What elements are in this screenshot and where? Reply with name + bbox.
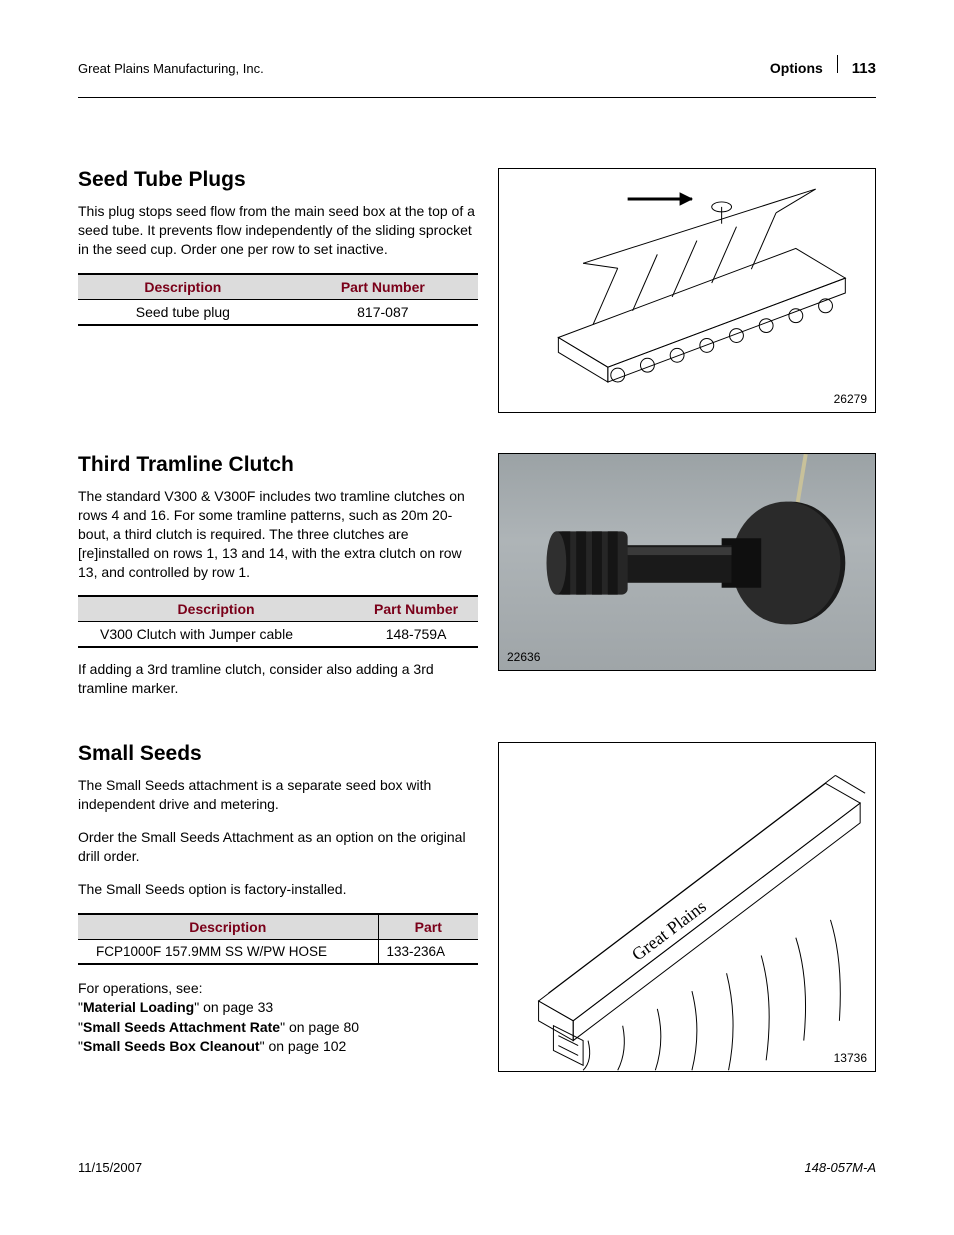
small-seeds-body1: The Small Seeds attachment is a separate… xyxy=(78,776,478,814)
table-cell-part: 817-087 xyxy=(288,299,478,325)
refs-intro: For operations, see: xyxy=(78,979,478,999)
tramline-note: If adding a 3rd tramline clutch, conside… xyxy=(78,660,478,698)
section-small-seeds: Small Seeds The Small Seeds attachment i… xyxy=(78,742,876,1072)
figure-tramline: 22636 xyxy=(498,453,876,671)
page-footer: 11/15/2007 148-057M-A xyxy=(78,1160,876,1175)
figure-id: 26279 xyxy=(834,392,867,406)
tramline-figure-column: 22636 xyxy=(498,453,876,712)
table-cell-desc: V300 Clutch with Jumper cable xyxy=(78,622,354,648)
seed-tube-text-column: Seed Tube Plugs This plug stops seed flo… xyxy=(78,168,478,413)
table-header-desc: Description xyxy=(78,914,378,940)
footer-doc-id: 148-057M-A xyxy=(804,1160,876,1175)
table-header-desc: Description xyxy=(78,274,288,300)
ref-line-1: "Material Loading" on page 33 xyxy=(78,998,478,1018)
ref-line-3: "Small Seeds Box Cleanout" on page 102 xyxy=(78,1037,478,1057)
figure-seed-tube: 26279 xyxy=(498,168,876,413)
seed-tube-illustration xyxy=(499,169,875,412)
small-seeds-body2: Order the Small Seeds Attachment as an o… xyxy=(78,828,478,866)
ref3-page: " on page 102 xyxy=(260,1038,347,1054)
table-header-part: Part Number xyxy=(354,596,478,622)
clutch-illustration xyxy=(499,454,875,670)
page: Great Plains Manufacturing, Inc. Options… xyxy=(0,0,954,1235)
tramline-body: The standard V300 & V300F includes two t… xyxy=(78,487,478,581)
header-right: Options 113 xyxy=(770,55,876,77)
company-name: Great Plains Manufacturing, Inc. xyxy=(78,61,264,76)
small-seeds-body3: The Small Seeds option is factory-instal… xyxy=(78,880,478,899)
footer-date: 11/15/2007 xyxy=(78,1160,142,1175)
ref-line-2: "Small Seeds Attachment Rate" on page 80 xyxy=(78,1018,478,1038)
ref1-page: " on page 33 xyxy=(194,999,273,1015)
table-header-part: Part xyxy=(378,914,478,940)
small-seeds-references: For operations, see: "Material Loading" … xyxy=(78,979,478,1057)
content: Seed Tube Plugs This plug stops seed flo… xyxy=(78,98,876,1072)
tramline-text-column: Third Tramline Clutch The standard V300 … xyxy=(78,453,478,712)
table-header-desc: Description xyxy=(78,596,354,622)
seed-tube-table: Description Part Number Seed tube plug 8… xyxy=(78,273,478,326)
table-cell-part: 133-236A xyxy=(378,939,478,964)
small-seeds-heading: Small Seeds xyxy=(78,742,478,766)
table-cell-part: 148-759A xyxy=(354,622,478,648)
section-third-tramline: Third Tramline Clutch The standard V300 … xyxy=(78,453,876,712)
seed-tube-figure-column: 26279 xyxy=(498,168,876,413)
table-cell-desc: FCP1000F 157.9MM SS W/PW HOSE xyxy=(78,939,378,964)
tramline-photo: 22636 xyxy=(499,454,875,670)
ref1-label: Material Loading xyxy=(83,999,194,1015)
ref3-label: Small Seeds Box Cleanout xyxy=(83,1038,260,1054)
figure-id: 13736 xyxy=(834,1051,867,1065)
seed-tube-body: This plug stops seed flow from the main … xyxy=(78,202,478,259)
small-seeds-illustration: Great Plains xyxy=(499,743,875,1071)
table-cell-desc: Seed tube plug xyxy=(78,299,288,325)
figure-id: 22636 xyxy=(507,650,540,664)
small-seeds-figure-column: Great Plains xyxy=(498,742,876,1072)
section-name: Options xyxy=(770,60,823,76)
svg-text:Great Plains: Great Plains xyxy=(628,896,710,965)
small-seeds-text-column: Small Seeds The Small Seeds attachment i… xyxy=(78,742,478,1072)
ref2-page: " on page 80 xyxy=(280,1019,359,1035)
section-seed-tube-plugs: Seed Tube Plugs This plug stops seed flo… xyxy=(78,168,876,413)
table-header-part: Part Number xyxy=(288,274,478,300)
header-separator xyxy=(837,55,838,73)
figure-small-seeds: Great Plains xyxy=(498,742,876,1072)
tramline-heading: Third Tramline Clutch xyxy=(78,453,478,477)
seed-tube-heading: Seed Tube Plugs xyxy=(78,168,478,192)
ref2-label: Small Seeds Attachment Rate xyxy=(83,1019,280,1035)
page-number: 113 xyxy=(852,60,876,77)
small-seeds-table: Description Part FCP1000F 157.9MM SS W/P… xyxy=(78,913,478,965)
page-header: Great Plains Manufacturing, Inc. Options… xyxy=(78,55,876,98)
tramline-table: Description Part Number V300 Clutch with… xyxy=(78,595,478,648)
